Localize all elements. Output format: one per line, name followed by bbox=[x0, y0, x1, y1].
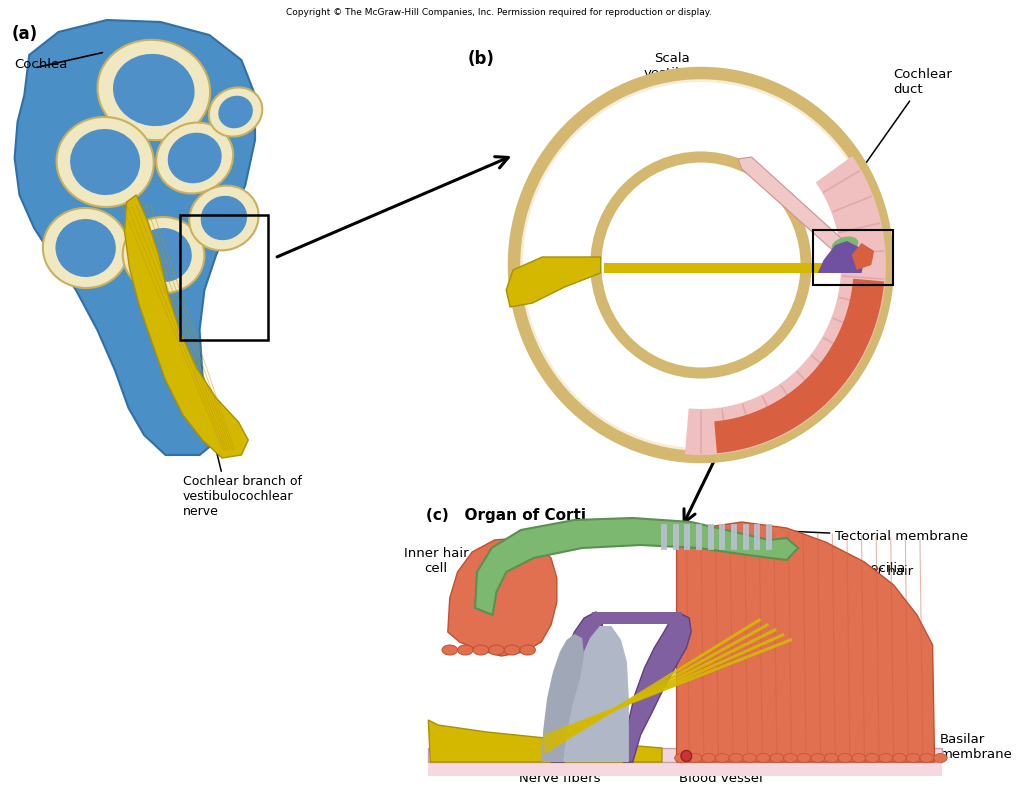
Ellipse shape bbox=[55, 219, 116, 277]
Ellipse shape bbox=[839, 753, 852, 763]
Polygon shape bbox=[506, 257, 601, 307]
Ellipse shape bbox=[757, 753, 770, 763]
Text: (c)   Organ of Corti: (c) Organ of Corti bbox=[426, 508, 587, 523]
Ellipse shape bbox=[488, 645, 504, 655]
Ellipse shape bbox=[824, 753, 839, 763]
Text: Cochlea: Cochlea bbox=[14, 59, 68, 71]
Polygon shape bbox=[428, 720, 662, 762]
Ellipse shape bbox=[811, 753, 824, 763]
Text: Outer hair
cells: Outer hair cells bbox=[794, 565, 913, 593]
Ellipse shape bbox=[218, 96, 253, 128]
Text: Cochlear
duct: Cochlear duct bbox=[853, 68, 952, 181]
Ellipse shape bbox=[520, 645, 536, 655]
Ellipse shape bbox=[742, 753, 757, 763]
Polygon shape bbox=[562, 626, 629, 762]
Ellipse shape bbox=[504, 645, 520, 655]
Bar bbox=[813, 230, 893, 285]
Circle shape bbox=[681, 750, 691, 761]
Ellipse shape bbox=[603, 165, 799, 365]
Text: Cochlear branch of
vestibulocochlear
nerve: Cochlear branch of vestibulocochlear ner… bbox=[183, 475, 302, 518]
Text: Organ
of Corti: Organ of Corti bbox=[771, 142, 853, 245]
Ellipse shape bbox=[701, 753, 716, 763]
Ellipse shape bbox=[783, 753, 798, 763]
Polygon shape bbox=[677, 522, 935, 762]
Polygon shape bbox=[623, 614, 691, 762]
Polygon shape bbox=[590, 612, 683, 624]
Ellipse shape bbox=[56, 117, 154, 207]
Text: (b): (b) bbox=[467, 50, 495, 68]
Ellipse shape bbox=[879, 753, 893, 763]
Polygon shape bbox=[125, 195, 248, 458]
Text: Copyright © The McGraw-Hill Companies, Inc. Permission required for reproduction: Copyright © The McGraw-Hill Companies, I… bbox=[286, 8, 712, 17]
Ellipse shape bbox=[934, 753, 947, 763]
Ellipse shape bbox=[831, 236, 858, 254]
Ellipse shape bbox=[675, 753, 688, 763]
Bar bbox=[428, 748, 942, 762]
Polygon shape bbox=[447, 538, 557, 656]
Ellipse shape bbox=[70, 129, 140, 195]
Ellipse shape bbox=[729, 753, 742, 763]
Ellipse shape bbox=[189, 186, 259, 251]
Ellipse shape bbox=[201, 196, 247, 240]
Polygon shape bbox=[475, 518, 799, 615]
Text: Basilar
membrane: Basilar membrane bbox=[928, 733, 1013, 761]
Ellipse shape bbox=[458, 645, 473, 655]
Ellipse shape bbox=[523, 82, 879, 448]
Ellipse shape bbox=[473, 645, 488, 655]
Polygon shape bbox=[551, 612, 603, 762]
Ellipse shape bbox=[113, 54, 195, 126]
Ellipse shape bbox=[770, 753, 783, 763]
Ellipse shape bbox=[596, 157, 806, 373]
Polygon shape bbox=[603, 263, 841, 273]
Ellipse shape bbox=[852, 753, 865, 763]
Ellipse shape bbox=[798, 753, 811, 763]
Text: Blood vessel: Blood vessel bbox=[679, 757, 762, 785]
Ellipse shape bbox=[43, 208, 128, 288]
Text: Inner hair
cell: Inner hair cell bbox=[403, 547, 504, 587]
Text: Scala
tympani: Scala tympani bbox=[622, 354, 723, 396]
Ellipse shape bbox=[135, 228, 191, 282]
Ellipse shape bbox=[906, 753, 920, 763]
Ellipse shape bbox=[920, 753, 934, 763]
Polygon shape bbox=[818, 241, 864, 273]
Ellipse shape bbox=[168, 132, 221, 183]
Ellipse shape bbox=[893, 753, 906, 763]
Bar bbox=[180, 215, 267, 340]
Ellipse shape bbox=[865, 753, 879, 763]
Polygon shape bbox=[852, 243, 874, 270]
Text: (a): (a) bbox=[11, 25, 38, 43]
Ellipse shape bbox=[442, 645, 458, 655]
Ellipse shape bbox=[157, 122, 233, 193]
Polygon shape bbox=[542, 634, 584, 762]
Polygon shape bbox=[738, 157, 858, 263]
Ellipse shape bbox=[123, 217, 205, 293]
Text: Nerve fibers: Nerve fibers bbox=[519, 749, 618, 785]
Polygon shape bbox=[714, 278, 884, 454]
Polygon shape bbox=[14, 20, 255, 455]
Ellipse shape bbox=[97, 40, 210, 140]
Text: Tectorial membrane: Tectorial membrane bbox=[725, 528, 969, 543]
Ellipse shape bbox=[209, 87, 262, 136]
Ellipse shape bbox=[688, 753, 701, 763]
Bar bbox=[428, 760, 942, 776]
Text: Scala
vestibuli: Scala vestibuli bbox=[643, 52, 715, 150]
Ellipse shape bbox=[514, 73, 888, 457]
Polygon shape bbox=[685, 156, 886, 455]
Text: Stereocilia: Stereocilia bbox=[712, 531, 905, 575]
Ellipse shape bbox=[716, 753, 729, 763]
